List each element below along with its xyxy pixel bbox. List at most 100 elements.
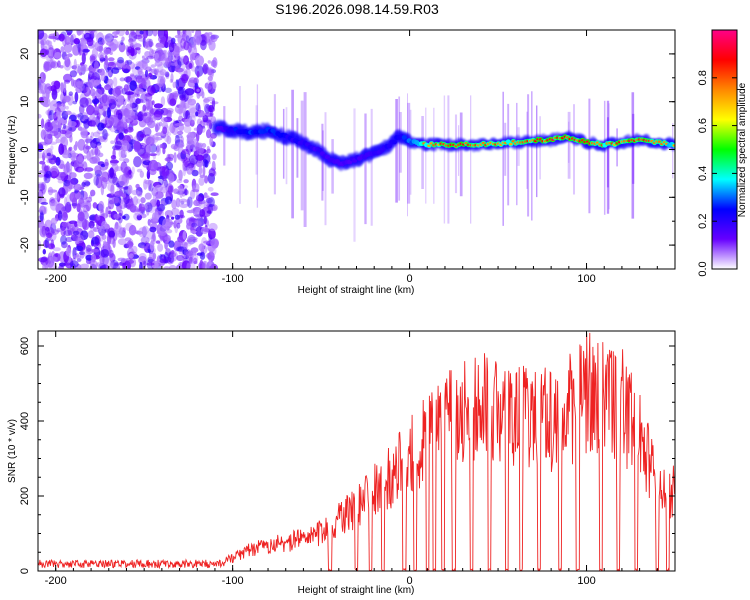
spectrogram-noise-blob [75,81,84,88]
spectrogram-noise-blob [64,129,73,139]
spectrogram-noise-blob [108,237,116,245]
spectrogram-noise-blob [179,262,183,269]
spectrogram-noise-blob [77,41,81,53]
spectrogram-noise-blob [121,145,126,149]
spectrogram-noise-blob [40,118,45,129]
spectrogram-noise-blob [42,262,47,269]
spectrogram-noise-blob [66,53,73,58]
spectrogram-noise-blob [207,60,211,64]
spectrogram-noise-blob [111,67,120,74]
spectrogram-noise-blob [75,141,78,148]
spectrogram-noise-blob [126,126,134,133]
spectrogram-noise-blob [99,57,106,62]
spectrogram-noise-blob [85,254,93,261]
spectrogram-noise-blob [159,69,167,76]
spectrogram-noise-blob [99,255,105,265]
spectrogram-noise-blob [196,194,205,202]
spectrogram-noise-blob [171,216,175,220]
spectrogram-noise-blob [57,178,65,184]
spectrogram-noise-blob [167,40,175,45]
spectrogram-noise-blob [123,68,130,74]
spectrogram-noise-blob [104,84,112,91]
spectrogram-noise-blob [153,110,162,118]
spectrogram-noise-blob [160,117,168,123]
spectrogram-noise-blob [39,72,46,84]
spectrogram-noise-blob [206,252,213,260]
spectrogram-noise-blob [44,121,54,132]
spectrogram-noise-blob [81,66,89,72]
spectrogram-noise-blob [186,261,196,269]
spectrogram-noise-blob [119,199,124,205]
spectrogram-noise-blob [130,73,135,77]
spectrogram-noise-blob [152,30,158,37]
spectrogram-noise-blob [193,251,197,256]
spectrogram-noise-blob [168,173,175,183]
spectrogram-noise-blob [106,41,115,46]
spectrogram-noise-blob [162,218,170,230]
spectrogram-noise-blob [76,257,82,262]
spectrogram-noise-blob [61,211,68,221]
spectrogram-noise-blob [104,161,109,166]
spectrogram-noise-blob [146,170,151,180]
spectrogram-noise-blob [38,257,48,263]
spectrogram-noise-blob [104,33,114,43]
spectrogram-noise-blob [117,94,124,106]
spectrogram-noise-blob [183,247,188,258]
spectrogram-noise-blob [148,139,156,143]
spectrogram-noise-blob [72,100,78,105]
spectrogram-noise-blob [74,91,79,103]
spectrogram-noise-blob [148,38,154,48]
y-tick-label: 20 [19,48,31,60]
spectrogram-noise-blob [96,214,101,221]
spectrogram-noise-blob [199,209,206,218]
spectrogram-noise-blob [100,94,105,107]
spectrogram-noise-blob [188,62,193,69]
spectrogram-noise-blob [142,111,152,124]
spectrogram-noise-blob [135,75,143,83]
spectrogram-noise-blob [187,114,196,124]
spectrogram-noise-blob [63,230,73,237]
spectrogram-noise-blob [91,116,98,127]
spectrogram-noise-blob [112,262,121,269]
spectrogram-noise-blob [154,184,163,192]
spectrogram-noise-blob [190,230,197,234]
spectrogram-noise-blob [124,237,132,242]
spectrogram-noise-blob [147,85,156,96]
spectrogram-noise-blob [176,178,183,184]
spectrogram-noise-blob [160,96,166,107]
spectrogram-noise-blob [120,257,126,263]
spectrogram-noise-blob [127,184,133,195]
spectrogram-noise-blob [50,217,58,225]
spectrogram-noise-blob [93,60,99,73]
spectrogram-noise-blob [176,246,185,252]
x-tick-label: -100 [222,575,244,587]
spectrogram-noise-blob [154,52,159,60]
spectrogram-noise-blob [128,169,132,175]
spectrogram-noise-blob [55,112,61,117]
spectrogram-noise-blob [174,134,180,146]
spectrogram-noise-blob [44,154,53,159]
spectrogram-noise-blob [198,177,205,186]
spectrogram-noise-blob [139,261,143,269]
spectrogram-noise-blob [175,122,184,127]
spectrogram-noise-blob [60,129,67,135]
spectrogram-noise-blob [187,98,197,106]
spectrogram-noise-blob [73,79,78,88]
spectrogram-noise-blob [183,179,189,184]
spectrogram-noise-blob [87,120,97,127]
colorbar-tick-label: 0.2 [697,214,709,229]
spectrogram-noise-blob [181,63,186,70]
spectrogram-noise-blob [92,98,100,105]
spectrogram-noise-blob [163,266,171,269]
spectrogram-noise-blob [76,155,84,166]
spectrogram-noise-blob [72,230,80,236]
spectrogram-noise-blob [206,195,211,206]
spectrogram-noise-blob [184,189,189,196]
spectrogram-noise-blob [53,52,62,59]
x-tick-label: 0 [407,575,413,587]
spectrogram-noise-blob [93,227,97,232]
spectrogram-noise-blob [108,116,115,126]
spectrogram-noise-blob [144,152,151,163]
spectrogram-noise-blob [128,39,134,47]
spectrogram-noise-blob [63,81,67,93]
